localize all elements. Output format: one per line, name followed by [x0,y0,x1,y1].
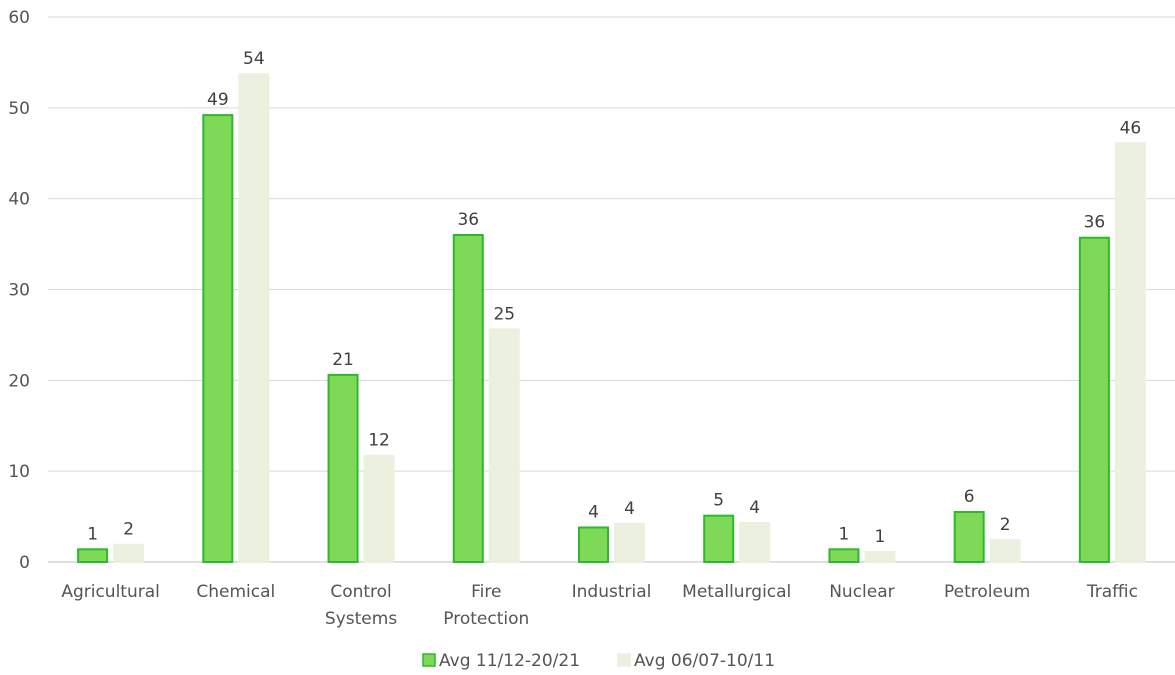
category-label-line: Protection [443,609,529,629]
data-label: 36 [457,210,479,230]
y-tick-label: 60 [8,8,30,28]
data-label: 6 [964,487,975,507]
category-label-line: Fire [471,582,501,602]
bar-series-2 [488,328,520,564]
y-tick-label: 10 [8,462,30,482]
data-label: 4 [624,499,635,519]
data-label: 4 [588,502,599,522]
category-label: Agricultural [61,582,160,602]
bar-series-2 [363,454,395,564]
y-tick-label: 20 [8,371,30,391]
data-label: 1 [87,524,98,544]
gridlines [48,16,1175,563]
bar-series-2 [1114,142,1146,563]
data-label: 54 [243,49,265,69]
x-axis-category-labels: Agricultural Chemical Control Systems Fire Pr… [61,582,1138,629]
y-tick-label: 30 [8,281,30,301]
data-label: 2 [1000,515,1011,535]
bar-series-1 [452,234,484,563]
bar-series-1 [1078,236,1110,563]
bar-series-1 [953,511,985,564]
category-label: Petroleum [944,582,1030,602]
bar-series-1 [77,548,109,563]
data-label: 46 [1120,118,1142,138]
data-label: 25 [493,304,515,324]
bar-series-2 [739,521,771,563]
data-label: 12 [368,431,390,451]
category-label-line: Traffic [1086,582,1138,602]
data-label: 2 [123,520,134,540]
bar-series-1 [703,514,735,563]
category-label: Chemical [196,582,275,602]
data-label: 1 [875,527,886,547]
category-label-line: Nuclear [829,582,894,602]
category-label: Industrial [572,582,652,602]
category-label-line: Control [330,582,391,602]
data-label: 21 [332,350,354,370]
legend-label: Avg 11/12-20/21 [439,651,580,671]
legend-swatch [617,653,631,667]
category-label: Control Systems [325,582,397,629]
bar-series-1 [578,526,609,564]
bar-series-2 [113,543,145,563]
legend-swatch [422,653,436,667]
y-tick-label: 40 [8,190,30,210]
bar-series-1 [327,373,359,563]
y-tick-label: 0 [19,553,30,573]
data-label: 4 [749,498,760,518]
category-label: Traffic [1086,582,1138,602]
bar-series-2 [614,522,645,563]
bar-series-2 [864,551,896,564]
bar-series-2 [238,73,270,563]
category-label-line: Chemical [196,582,275,602]
category-label: Metallurgical [682,582,791,602]
category-label-line: Industrial [572,582,652,602]
data-label: 5 [713,491,724,511]
category-label-line: Petroleum [944,582,1030,602]
bar-series-1 [828,548,860,563]
y-tick-label: 50 [8,99,30,119]
category-label-line: Agricultural [61,582,160,602]
bar-series-1 [202,114,234,563]
category-label-line: Metallurgical [682,582,791,602]
data-label: 49 [207,90,229,110]
y-axis-tick-labels: 0 10 20 30 40 50 60 [8,8,30,573]
bar-series-2 [989,539,1021,564]
category-label: Fire Protection [443,582,529,629]
category-label: Nuclear [829,582,894,602]
data-label: 1 [839,524,850,544]
data-label: 36 [1084,213,1106,233]
legend-label: Avg 06/07-10/11 [634,651,775,671]
legend: Avg 11/12-20/21 Avg 06/07-10/11 [422,651,775,671]
category-label-line: Systems [325,609,397,629]
bars [77,73,1146,564]
